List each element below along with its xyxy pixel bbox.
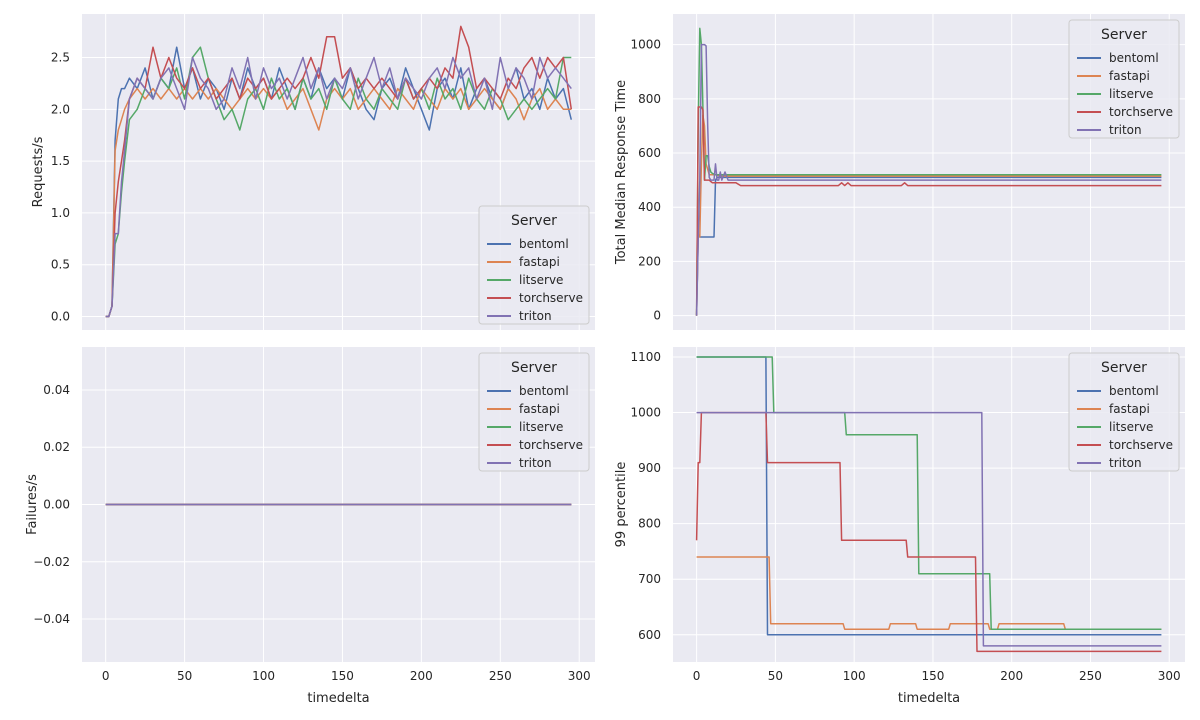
series-line-triton bbox=[105, 56, 572, 318]
x-tick-label: 250 bbox=[489, 669, 512, 683]
y-tick-label: 600 bbox=[638, 628, 661, 642]
legend-box bbox=[1068, 352, 1180, 472]
y-tick-label: 700 bbox=[638, 572, 661, 586]
panels: 0.0 0.5 1.0 1.5 2.0 2.5 Requests/s Server bentom… bbox=[25, 14, 1185, 706]
x-tick-label: 150 bbox=[331, 669, 354, 683]
legend-label-torchserve: torchserve bbox=[1109, 438, 1173, 452]
legend: Server bentoml fastapi litserve torchserve tr… bbox=[478, 205, 590, 325]
y-tick-label: 0.02 bbox=[43, 440, 70, 454]
panel-median: 0 200 400 600 800 1000 Total Median Response T… bbox=[614, 14, 1185, 330]
legend-label-fastapi: fastapi bbox=[1109, 69, 1150, 83]
y-tick-label: 800 bbox=[638, 92, 661, 106]
y-tick-label: −0.04 bbox=[33, 612, 70, 626]
y-tick-label: 2.0 bbox=[51, 102, 70, 116]
legend-label-fastapi: fastapi bbox=[519, 402, 560, 416]
x-tick-label: 100 bbox=[252, 669, 275, 683]
y-tick-label: −0.02 bbox=[33, 555, 70, 569]
series-line-triton bbox=[695, 43, 1162, 316]
x-tick-label: 50 bbox=[768, 669, 783, 683]
panel-requests: 0.0 0.5 1.0 1.5 2.0 2.5 Requests/s Server bentom… bbox=[31, 14, 595, 330]
legend-label-bentoml: bentoml bbox=[519, 237, 569, 251]
series-line-torchserve bbox=[695, 411, 1162, 653]
y-tick-label: 2.5 bbox=[51, 51, 70, 65]
y-tick-label: 1.5 bbox=[51, 154, 70, 168]
legend-label-bentoml: bentoml bbox=[1109, 384, 1159, 398]
legend-label-triton: triton bbox=[1109, 123, 1142, 137]
y-tick-label: 400 bbox=[638, 200, 661, 214]
legend-box bbox=[1068, 19, 1180, 139]
legend-label-torchserve: torchserve bbox=[519, 438, 583, 452]
legend-label-litserve: litserve bbox=[1109, 87, 1153, 101]
legend-label-triton: triton bbox=[519, 456, 552, 470]
legend-label-litserve: litserve bbox=[519, 273, 563, 287]
y-tick-label: 800 bbox=[638, 517, 661, 531]
y-tick-label: 0.5 bbox=[51, 258, 70, 272]
legend: Server bentoml fastapi litserve torchserve tr… bbox=[1068, 19, 1180, 139]
legend-label-torchserve: torchserve bbox=[1109, 105, 1173, 119]
panel-failures: 0 50 100 150 200 250 300 −0.04 −0.02 0.00 0.02 0.04… bbox=[25, 347, 595, 706]
series-line-torchserve bbox=[695, 106, 1162, 316]
legend-label-triton: triton bbox=[519, 309, 552, 323]
legend-label-bentoml: bentoml bbox=[519, 384, 569, 398]
x-tick-label: 200 bbox=[1000, 669, 1023, 683]
series-group bbox=[105, 25, 573, 318]
x-axis-label: timedelta bbox=[898, 691, 960, 706]
legend-label-litserve: litserve bbox=[519, 420, 563, 434]
x-tick-label: 300 bbox=[1158, 669, 1181, 683]
legend-title: Server bbox=[1101, 360, 1147, 376]
y-tick-label: 1000 bbox=[630, 38, 661, 52]
series-group bbox=[695, 356, 1162, 653]
y-tick-label: 1100 bbox=[630, 350, 661, 364]
x-axis-label: timedelta bbox=[307, 691, 369, 706]
y-tick-label: 600 bbox=[638, 146, 661, 160]
y-tick-label: 200 bbox=[638, 254, 661, 268]
series-line-fastapi bbox=[696, 556, 1162, 630]
x-tick-label: 200 bbox=[410, 669, 433, 683]
legend-label-litserve: litserve bbox=[1109, 420, 1153, 434]
y-tick-label: 1.0 bbox=[51, 206, 70, 220]
series-line-triton bbox=[696, 411, 1162, 647]
series-group bbox=[695, 27, 1162, 316]
y-tick-label: 0.04 bbox=[43, 383, 70, 397]
y-tick-label: 1000 bbox=[630, 406, 661, 420]
y-tick-label: 0.0 bbox=[51, 310, 70, 324]
series-line-litserve bbox=[696, 356, 1162, 630]
x-tick-label: 50 bbox=[177, 669, 192, 683]
legend-label-fastapi: fastapi bbox=[1109, 402, 1150, 416]
legend-label-triton: triton bbox=[1109, 456, 1142, 470]
y-axis-label: Total Median Response Time bbox=[614, 80, 629, 265]
legend-title: Server bbox=[511, 213, 557, 229]
legend-label-fastapi: fastapi bbox=[519, 255, 560, 269]
x-tick-label: 150 bbox=[921, 669, 944, 683]
legend-label-bentoml: bentoml bbox=[1109, 51, 1159, 65]
series-line-torchserve bbox=[105, 25, 573, 318]
x-tick-label: 0 bbox=[693, 669, 701, 683]
legend: Server bentoml fastapi litserve torchserve tr… bbox=[1068, 352, 1180, 472]
x-tick-label: 250 bbox=[1079, 669, 1102, 683]
panel-p99: 0 50 100 150 200 250 300 600 700 800 900 1000 1100 99… bbox=[614, 347, 1185, 706]
x-tick-label: 0 bbox=[102, 669, 110, 683]
y-tick-label: 900 bbox=[638, 461, 661, 475]
y-tick-label: 0 bbox=[653, 309, 661, 323]
legend-title: Server bbox=[1101, 27, 1147, 43]
x-tick-label: 300 bbox=[568, 669, 591, 683]
y-axis-label: 99 percentile bbox=[614, 462, 629, 548]
y-axis-label: Failures/s bbox=[25, 474, 40, 535]
legend-label-torchserve: torchserve bbox=[519, 291, 583, 305]
legend-title: Server bbox=[511, 360, 557, 376]
legend: Server bentoml fastapi litserve torchserve tr… bbox=[478, 352, 590, 472]
x-tick-label: 100 bbox=[843, 669, 866, 683]
legend-box bbox=[478, 352, 590, 472]
y-axis-label: Requests/s bbox=[31, 136, 46, 207]
legend-box bbox=[478, 205, 590, 325]
y-tick-label: 0.00 bbox=[43, 498, 70, 512]
